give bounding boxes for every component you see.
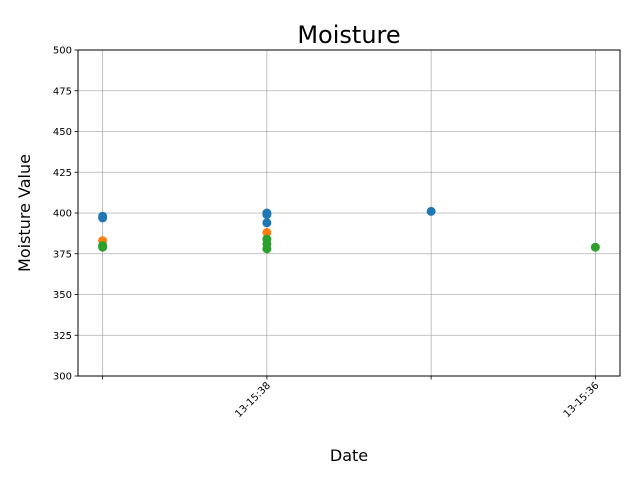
y-tick-label: 325: [53, 331, 72, 342]
data-point: [426, 206, 436, 216]
y-tick-label: 350: [53, 290, 72, 301]
scatter-series-1: [98, 206, 436, 228]
data-point: [98, 242, 108, 252]
data-point: [262, 244, 272, 254]
data-point: [262, 228, 272, 238]
scatter-series-2: [98, 228, 272, 246]
chart-title: Moisture: [297, 21, 400, 49]
data-point: [262, 210, 272, 220]
x-tick-label: 13-15:36: [562, 380, 602, 420]
data-point: [98, 213, 108, 223]
x-axis: 13-15:38 13-15:36: [102, 376, 602, 420]
y-axis: 300 325 350 375 400 425 450 475 500: [53, 46, 78, 383]
y-tick-label: 375: [53, 249, 72, 260]
y-tick-label: 300: [53, 372, 72, 383]
y-tick-label: 400: [53, 209, 72, 220]
data-points: [98, 206, 600, 254]
y-axis-title: Moisture Value: [15, 154, 34, 272]
y-tick-label: 475: [53, 86, 72, 97]
scatter-series-3: [98, 234, 600, 254]
grid-lines: [78, 49, 620, 377]
x-axis-title: Date: [330, 446, 368, 465]
data-point: [590, 242, 600, 252]
data-point: [262, 218, 272, 228]
y-tick-label: 500: [53, 46, 72, 57]
x-tick-label: 13-15:38: [233, 380, 273, 420]
y-tick-label: 450: [53, 127, 72, 138]
y-tick-label: 425: [53, 168, 72, 179]
